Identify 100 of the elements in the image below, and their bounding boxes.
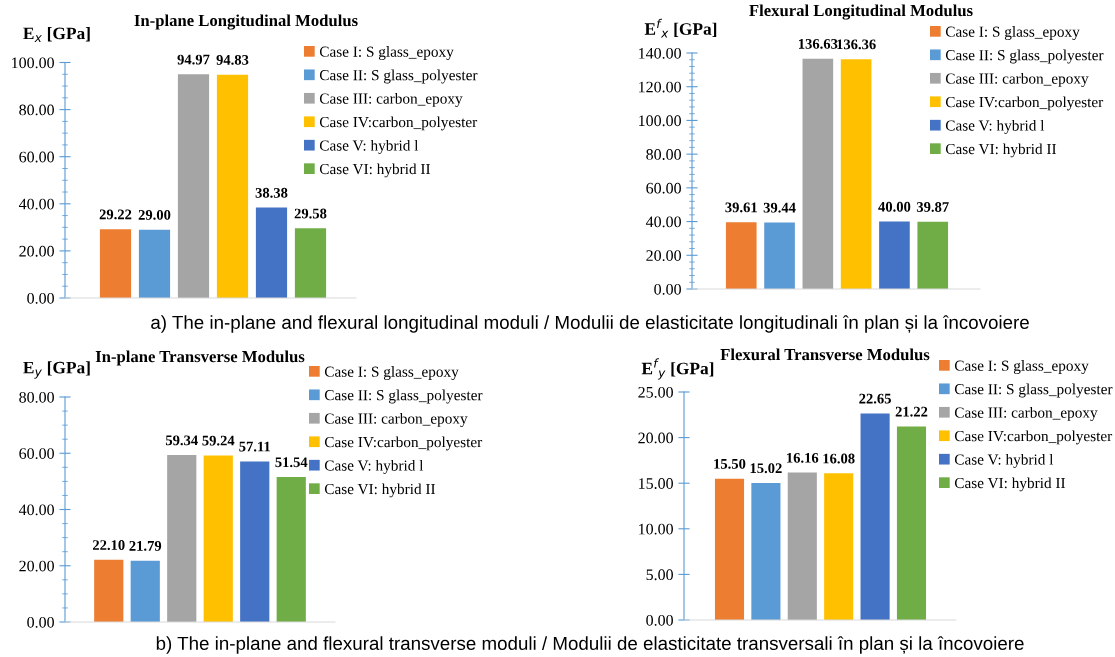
chart-title: Flexural Longitudinal Modulus <box>749 4 973 20</box>
legend-label: Case IV:carbon_polyester <box>319 116 478 131</box>
legend-label: Case V: hybrid l <box>945 119 1045 134</box>
y-tick-label: 40.00 <box>18 504 54 516</box>
y-tick-label: 15.00 <box>639 478 673 489</box>
y-tick-label: 40.00 <box>18 198 54 210</box>
legend-label: Case I: S glass_epoxy <box>324 366 459 380</box>
y-tick-label: 0.00 <box>27 616 54 628</box>
y-tick-label: 40.00 <box>645 216 681 228</box>
data-label: 16.08 <box>823 453 855 464</box>
bar <box>714 478 745 620</box>
data-label: 136.36 <box>837 39 876 50</box>
y-tick-label: 80.00 <box>19 391 54 403</box>
legend-label: Case III: carbon_epoxy <box>954 407 1098 421</box>
data-label: 39.44 <box>763 202 796 213</box>
legend-label: Case VI: hybrid II <box>954 477 1066 492</box>
y-tick-label: 60.00 <box>19 151 54 163</box>
chart-title: In-plane Transverse Modulus <box>95 350 305 366</box>
data-label: 136.63 <box>798 38 838 49</box>
text: b) The in-plane and flexural transverse moduli / Modulii de elasticitate transversali în plan și la încovoiere <box>156 636 1024 654</box>
text: a) The in-plane and flexural longitudinal moduli / Modulii de elasticitate longitudinali în plan și la încovoiere <box>151 315 1029 333</box>
legend-label: Case IV:carbon_polyester <box>945 96 1104 111</box>
data-label: 22.10 <box>92 540 125 550</box>
data-label: 22.65 <box>859 393 891 404</box>
bar <box>203 455 233 622</box>
y-axis-title: E$_{y}$ [GPa] <box>23 361 90 379</box>
legend-label: Case VI: hybrid II <box>319 163 431 178</box>
y-tick-label: 10.00 <box>639 523 673 535</box>
bar <box>802 58 834 289</box>
y-tick-label: 0.00 <box>654 283 681 295</box>
bar <box>177 74 210 298</box>
legend-label: Case I: S glass_epoxy <box>945 26 1080 40</box>
bar <box>840 59 872 289</box>
y-tick-label: 80.00 <box>19 104 54 116</box>
chart-title: In-plane Longitudinal Modulus <box>134 14 358 30</box>
data-label: 29.00 <box>138 209 171 220</box>
data-label: 59.24 <box>202 435 235 446</box>
bar <box>725 222 757 289</box>
data-label: 16.16 <box>787 452 819 463</box>
y-tick-label: 20.00 <box>19 245 54 257</box>
bar <box>99 229 132 298</box>
legend-label: Case V: hybrid l <box>319 139 419 154</box>
legend-label: Case III: carbon_epoxy <box>319 93 463 107</box>
data-label: 39.61 <box>725 202 757 213</box>
bar <box>860 413 890 620</box>
data-label: 40.00 <box>878 201 911 212</box>
legend-label: Case II: S glass_polyester <box>319 69 478 84</box>
y-tick-label: 100.00 <box>12 57 54 69</box>
legend-label: Case II: S glass_polyester <box>945 49 1104 64</box>
y-tick-label: 100.00 <box>639 115 681 127</box>
data-label: 29.58 <box>294 208 327 219</box>
y-axis-title: E$_{x}$ [GPa] <box>23 27 90 42</box>
y-tick-label: 0.00 <box>27 292 54 304</box>
bar <box>764 222 795 289</box>
bar <box>751 483 781 620</box>
y-tick-label: 20.00 <box>19 560 54 572</box>
y-tick-label: 140.00 <box>639 47 681 59</box>
legend-label: Case II: S glass_polyester <box>324 389 483 404</box>
y-tick-label: 20.00 <box>646 250 681 262</box>
data-label: 21.22 <box>895 406 928 417</box>
bar <box>167 455 197 622</box>
bar <box>216 74 249 298</box>
legend-label: Case III: carbon_epoxy <box>945 73 1089 87</box>
data-label: 38.38 <box>255 187 288 198</box>
y-tick-label: 5.00 <box>646 569 673 581</box>
legend-label: Case V: hybrid l <box>954 453 1054 468</box>
bar <box>879 221 910 289</box>
legend-label: Case III: carbon_epoxy <box>324 413 468 427</box>
bar <box>130 560 160 622</box>
bar <box>255 207 288 298</box>
bar <box>896 426 927 620</box>
data-label: 59.34 <box>165 435 198 446</box>
bar <box>824 473 854 620</box>
y-tick-label: 0.00 <box>646 614 673 626</box>
y-axis-title: E$^{f}$$_{y}$ [GPa] <box>641 358 714 380</box>
legend-label: Case VI: hybrid II <box>945 143 1057 158</box>
legend-label: Case IV:carbon_polyester <box>324 436 483 451</box>
legend-label: Case V: hybrid l <box>324 459 424 474</box>
chart-title: Flexural Transverse Modulus <box>720 348 930 361</box>
data-label: 57.11 <box>239 441 270 452</box>
data-label: 51.54 <box>275 457 308 468</box>
y-tick-label: 20.00 <box>638 432 673 444</box>
data-label: 21.79 <box>129 541 162 551</box>
bar <box>917 221 949 289</box>
y-tick-label: 25.00 <box>638 386 673 398</box>
legend-label: Case VI: hybrid II <box>324 483 436 498</box>
bar <box>94 559 124 622</box>
bar <box>787 472 817 620</box>
legend-label: Case IV:carbon_polyester <box>954 430 1113 445</box>
bar <box>138 229 171 298</box>
bar <box>294 228 327 298</box>
y-tick-label: 80.00 <box>646 149 681 160</box>
bar <box>276 477 306 622</box>
legend-label: Case II: S glass_polyester <box>954 383 1113 398</box>
y-tick-label: 60.00 <box>19 448 54 460</box>
legend-label: Case I: S glass_epoxy <box>954 360 1089 374</box>
legend-label: Case I: S glass_epoxy <box>319 46 454 60</box>
bar <box>240 461 270 622</box>
data-label: 15.50 <box>714 458 746 469</box>
data-label: 15.02 <box>750 463 782 474</box>
